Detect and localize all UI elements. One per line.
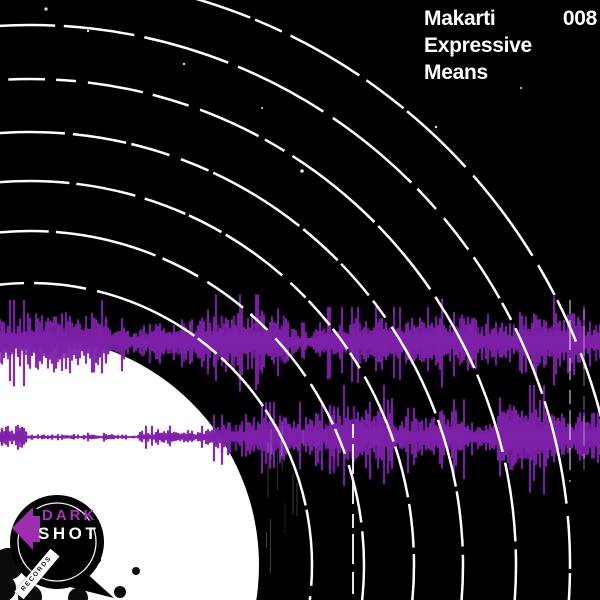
groove-ring	[0, 229, 366, 600]
ink-blob	[132, 567, 140, 575]
grunge-scratches	[44, 7, 585, 600]
release-title: Expressive Means	[424, 34, 532, 84]
darkshot-logo	[0, 495, 140, 600]
release-header: Makarti 008 Expressive Means	[424, 5, 597, 86]
ink-blob	[0, 574, 16, 600]
speaker-icon	[12, 507, 33, 550]
logo-word-dark: DARK	[42, 507, 98, 524]
release-header-row: Makarti 008	[424, 5, 597, 32]
groove-ring	[0, 281, 314, 600]
logo-word-shot: SHOT	[38, 524, 100, 543]
artist-name: Makarti	[424, 7, 496, 30]
waveform-upper-channel	[0, 315, 600, 375]
speaker-icon-bar	[32, 516, 40, 542]
logo-inner-ring	[17, 502, 97, 582]
ink-blob	[68, 588, 88, 600]
catalog-number: 008	[562, 7, 597, 30]
groove-ring	[0, 130, 465, 600]
ink-blob	[114, 586, 126, 598]
